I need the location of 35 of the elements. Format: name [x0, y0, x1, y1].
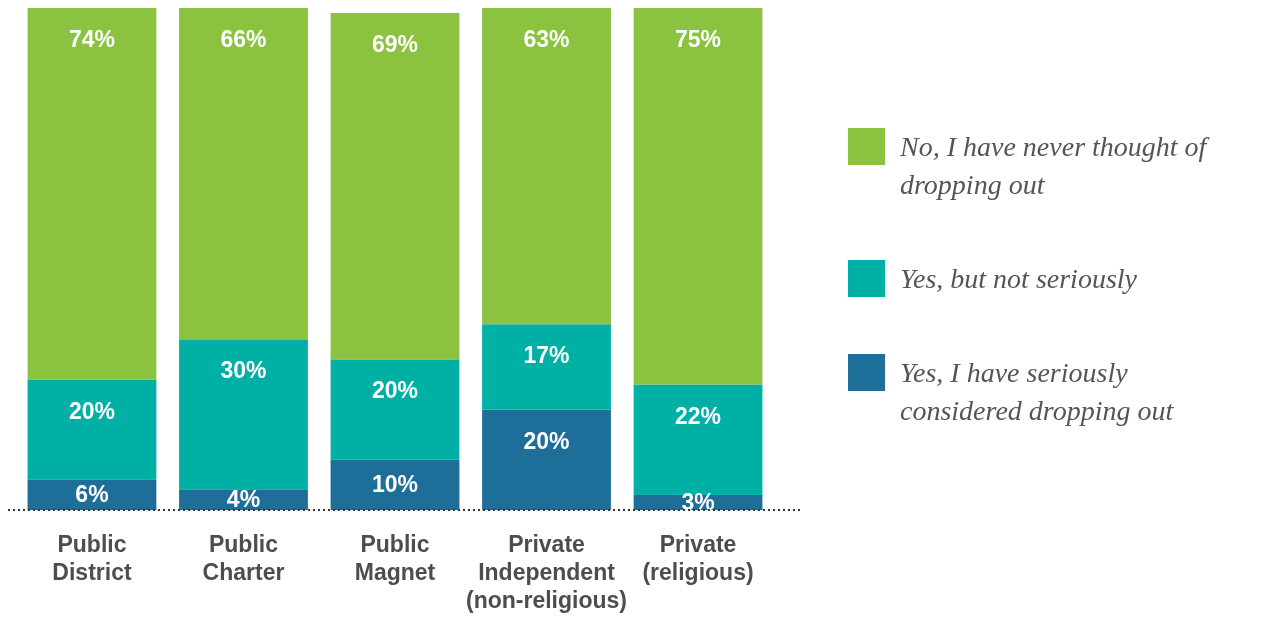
data-label: 69% — [371, 31, 419, 58]
bar — [482, 324, 611, 410]
legend-label: No, I have never thought of dropping out — [899, 131, 1210, 200]
bar — [330, 13, 460, 360]
legend-label: Yes, but not seriously — [900, 263, 1138, 294]
data-label: 75% — [675, 26, 722, 53]
data-label: 63% — [523, 26, 570, 53]
bar — [179, 339, 308, 490]
data-label: 66% — [220, 26, 267, 53]
legend-label: Yes, I have seriously considered dropping out — [900, 357, 1175, 426]
bar — [633, 8, 763, 385]
data-label: 3% — [681, 488, 715, 515]
x-tick-label: Public District — [52, 531, 132, 585]
x-tick-label: Private (religious) — [642, 531, 754, 585]
x-tick-label: Public Charter — [202, 531, 285, 585]
bar — [27, 379, 157, 480]
data-label: 30% — [220, 357, 267, 384]
data-label: 22% — [675, 402, 722, 429]
data-label: 10% — [371, 470, 419, 497]
data-label: 20% — [68, 397, 115, 424]
bar — [330, 359, 460, 460]
bar — [179, 8, 308, 340]
x-tick-label: Private Independent (non-religious) — [466, 531, 628, 613]
data-label: 6% — [75, 481, 109, 508]
bar — [330, 459, 460, 510]
x-tick-label: Public Magnet — [354, 531, 436, 585]
bar — [482, 409, 611, 510]
data-label: 20% — [523, 427, 570, 454]
data-label: 20% — [371, 377, 419, 404]
data-label: 4% — [226, 486, 261, 513]
bar — [633, 384, 763, 495]
bar — [482, 8, 611, 325]
data-label: 17% — [523, 342, 570, 369]
data-label: 74% — [68, 26, 115, 53]
bar — [27, 8, 157, 380]
